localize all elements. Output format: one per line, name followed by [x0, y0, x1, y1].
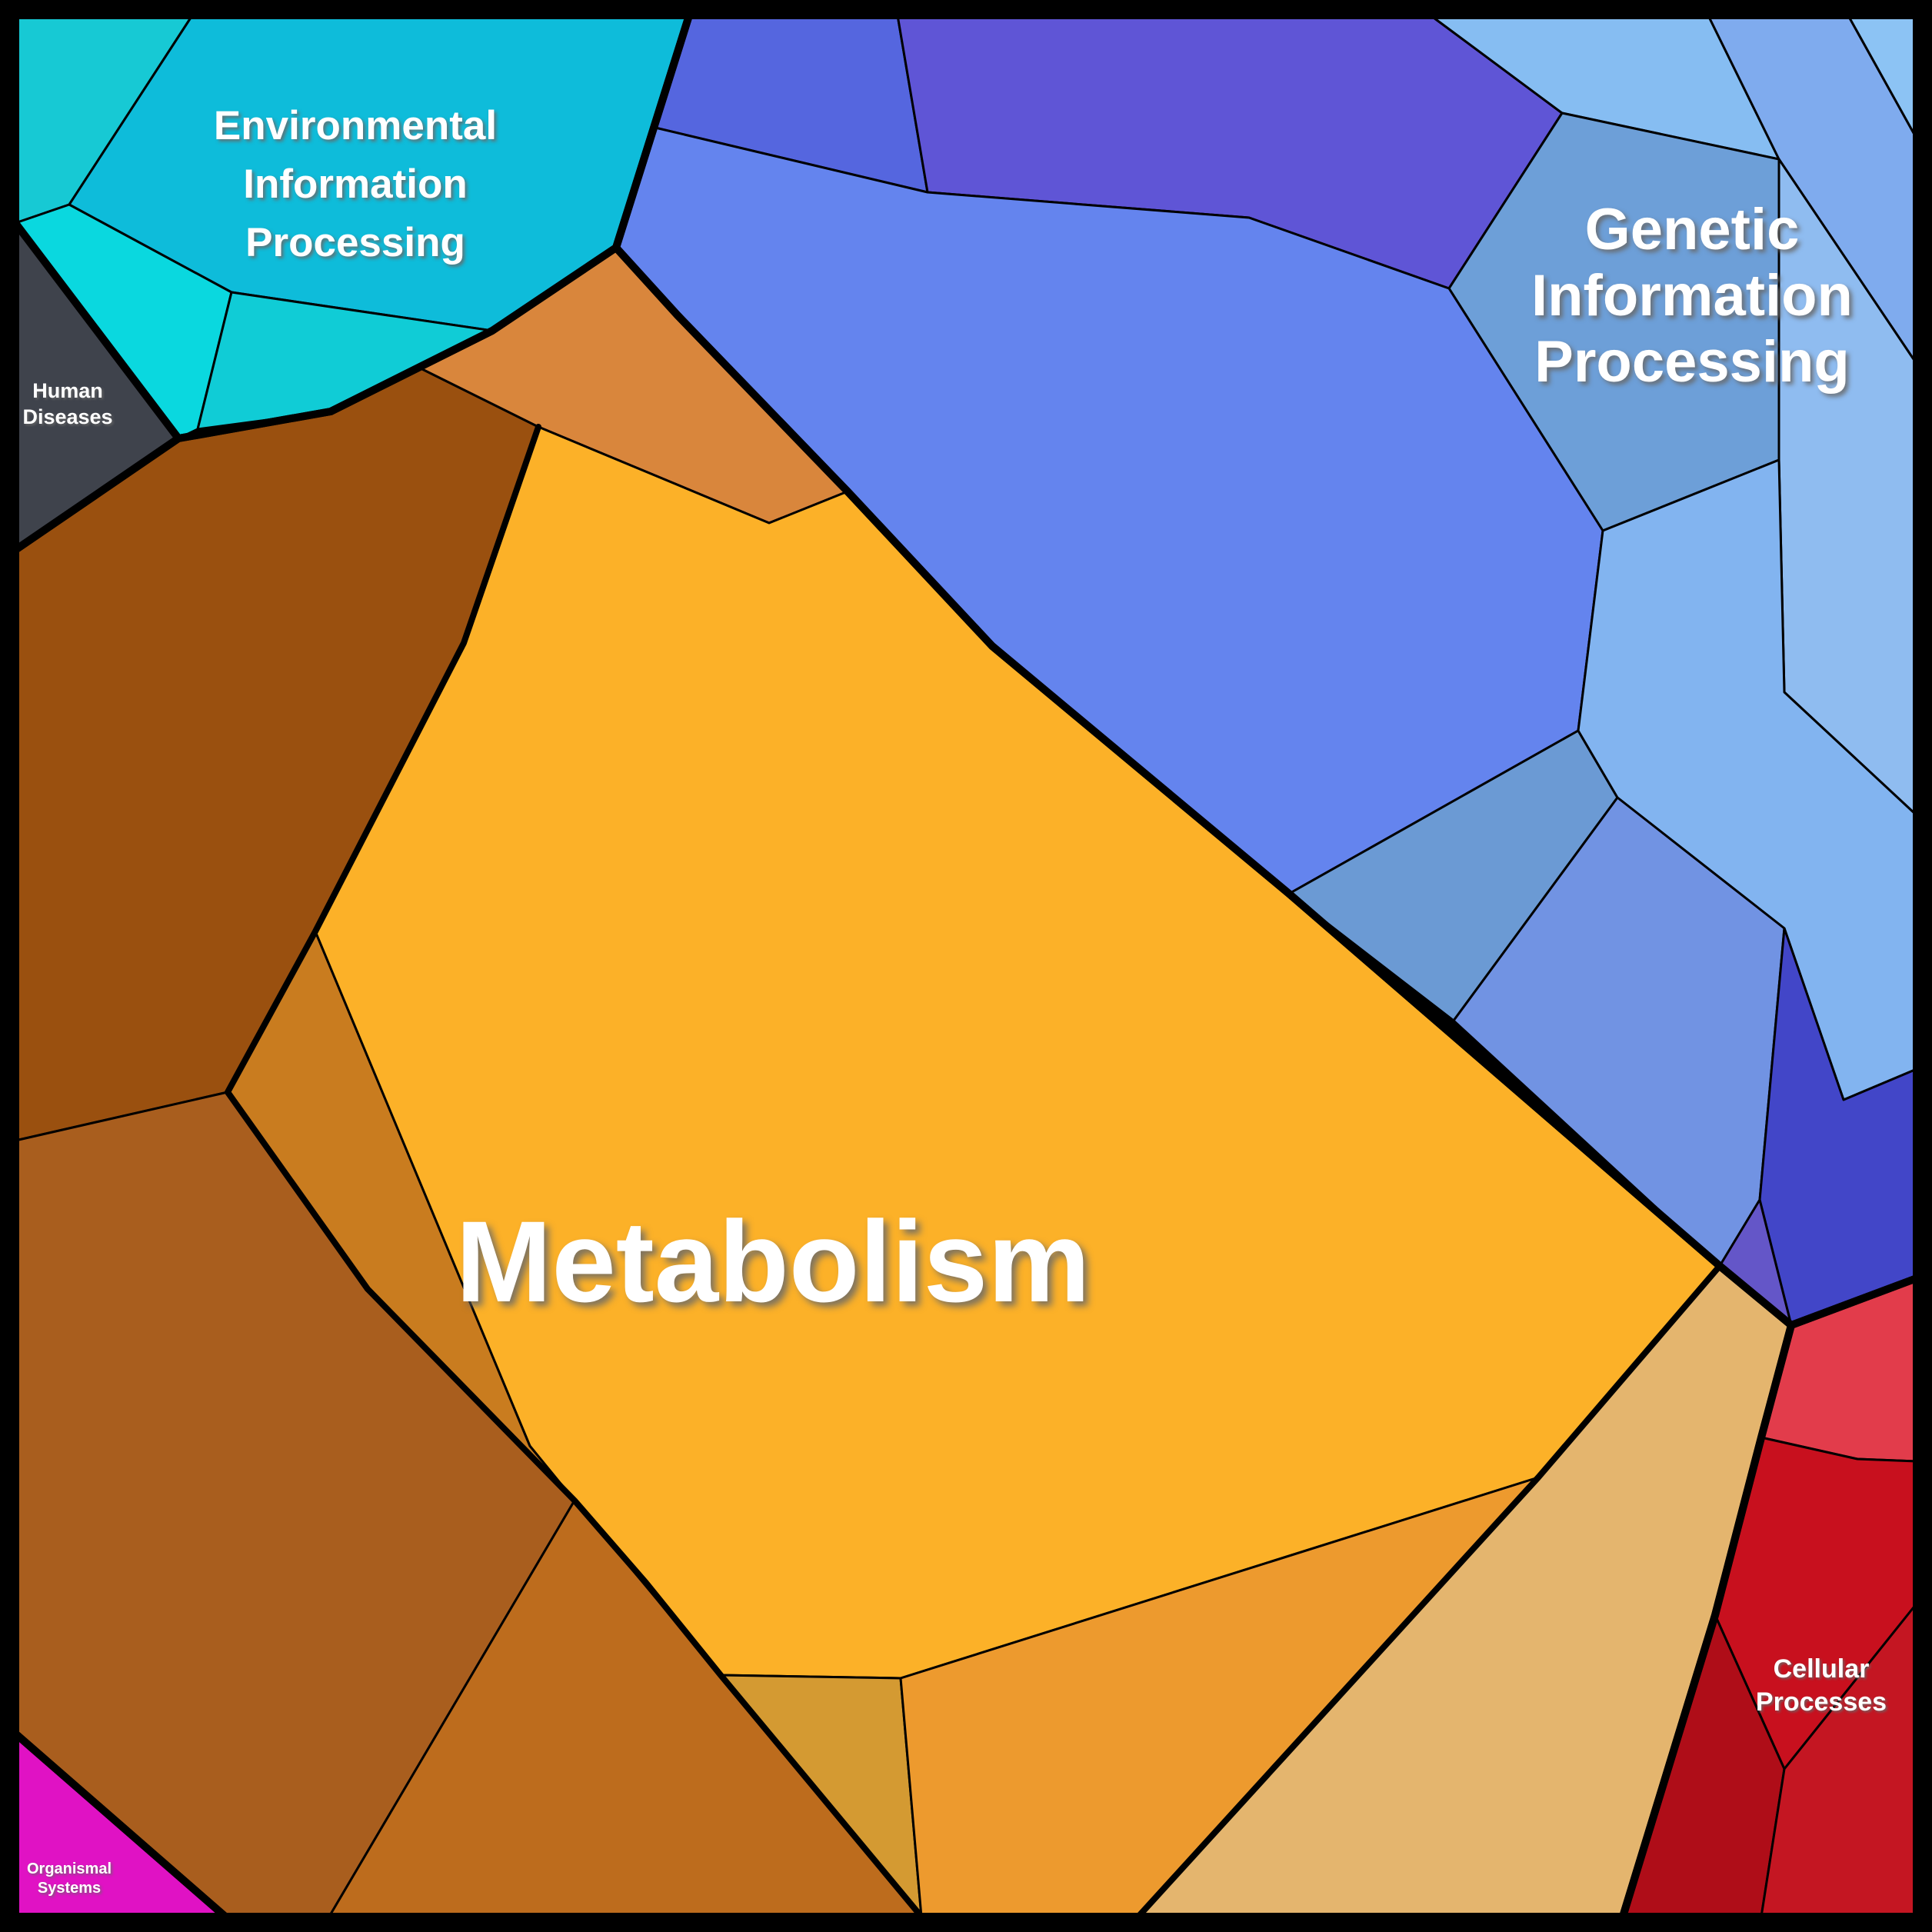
region-genetic-information-processing	[615, 14, 1918, 1327]
group-boundary-metabolism-tan-group	[1135, 1263, 1723, 1920]
group-boundary-metabolism-west-group	[225, 424, 924, 1920]
region-environmental-information-processing	[14, 14, 691, 440]
region-metabolism	[14, 246, 1793, 1918]
